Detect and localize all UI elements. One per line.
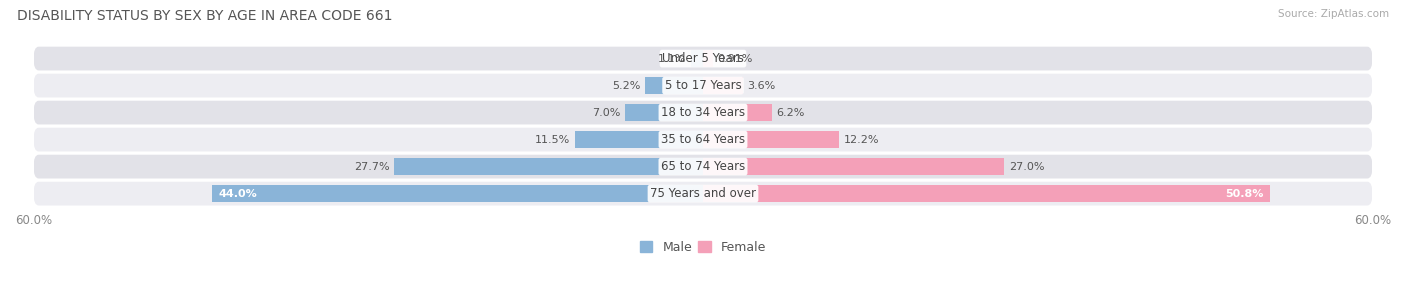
Bar [212,185,703,202]
Bar [703,158,1004,175]
Bar [703,185,1270,202]
Text: 5.2%: 5.2% [612,81,641,91]
Bar [394,158,703,175]
Text: 27.0%: 27.0% [1008,162,1045,172]
Bar [690,50,703,67]
FancyBboxPatch shape [34,101,1372,124]
Text: 11.5%: 11.5% [534,135,571,145]
Bar [645,77,703,94]
Text: 6.2%: 6.2% [776,108,806,118]
FancyBboxPatch shape [34,74,1372,98]
Legend: Male, Female: Male, Female [640,241,766,254]
Text: 3.6%: 3.6% [748,81,776,91]
Text: 18 to 34 Years: 18 to 34 Years [661,106,745,119]
FancyBboxPatch shape [34,128,1372,151]
Text: 1.1%: 1.1% [658,54,686,64]
Text: 12.2%: 12.2% [844,135,879,145]
Text: DISABILITY STATUS BY SEX BY AGE IN AREA CODE 661: DISABILITY STATUS BY SEX BY AGE IN AREA … [17,9,392,23]
Bar [703,77,744,94]
Bar [703,104,772,121]
Bar [703,50,713,67]
Text: 75 Years and over: 75 Years and over [650,187,756,200]
Text: Source: ZipAtlas.com: Source: ZipAtlas.com [1278,9,1389,19]
FancyBboxPatch shape [34,47,1372,71]
Text: 5 to 17 Years: 5 to 17 Years [665,79,741,92]
Bar [703,131,839,148]
Text: 0.91%: 0.91% [717,54,754,64]
Text: 65 to 74 Years: 65 to 74 Years [661,160,745,173]
Text: 35 to 64 Years: 35 to 64 Years [661,133,745,146]
Bar [575,131,703,148]
Text: 44.0%: 44.0% [219,188,257,199]
Bar [624,104,703,121]
Text: Under 5 Years: Under 5 Years [662,52,744,65]
Text: 7.0%: 7.0% [592,108,620,118]
Text: 27.7%: 27.7% [354,162,389,172]
FancyBboxPatch shape [34,155,1372,178]
Text: 50.8%: 50.8% [1225,188,1263,199]
FancyBboxPatch shape [34,182,1372,206]
